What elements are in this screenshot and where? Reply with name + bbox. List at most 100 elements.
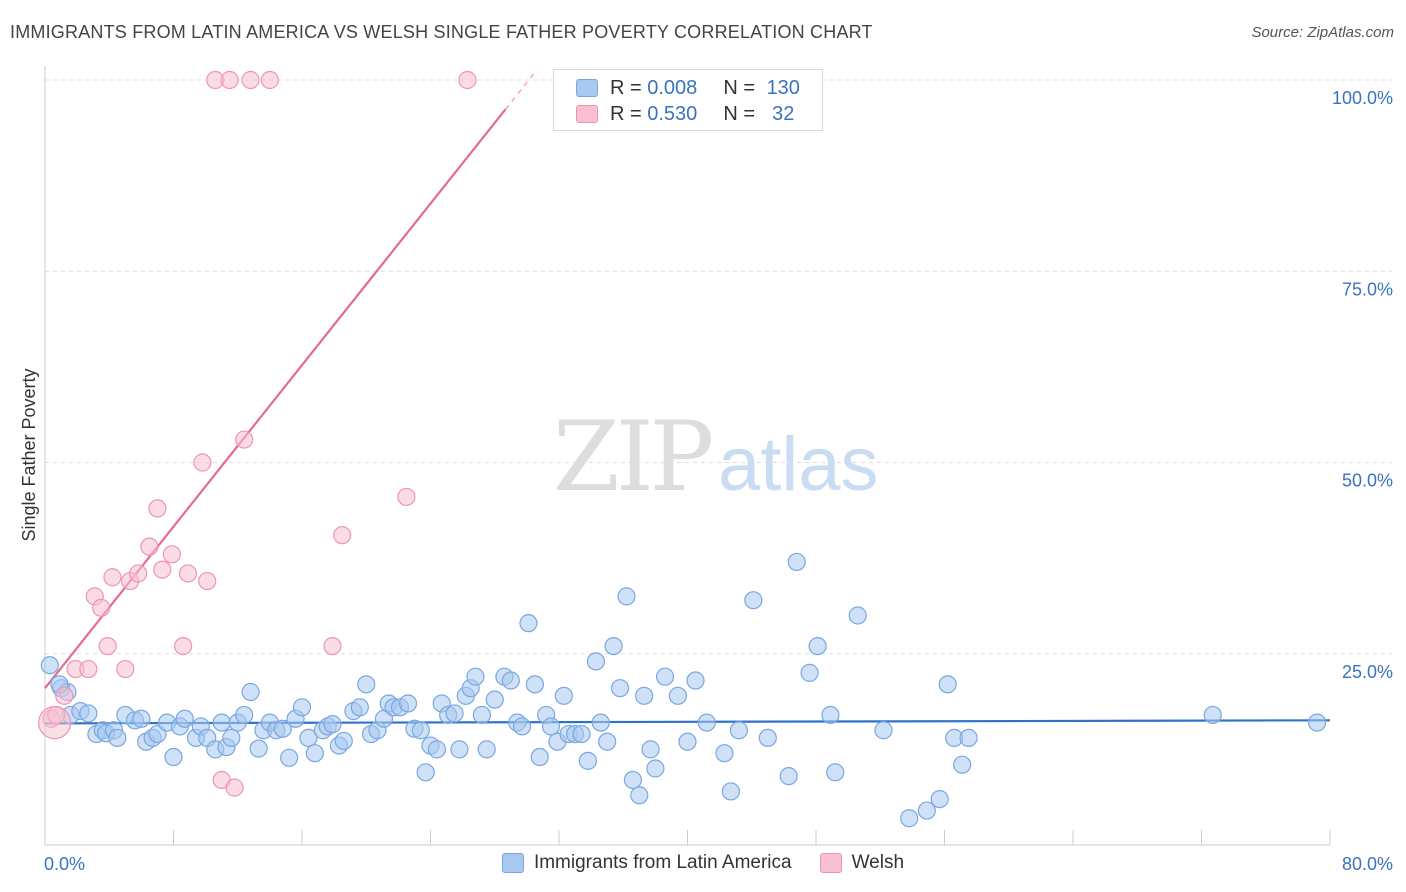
data-point-immigrants <box>758 728 777 748</box>
data-point-immigrants <box>450 740 469 759</box>
data-point-immigrants <box>40 656 59 675</box>
data-point-immigrants <box>477 740 496 759</box>
data-point-immigrants <box>305 744 324 763</box>
data-point-immigrants <box>398 694 418 713</box>
data-point-immigrants <box>1308 713 1327 732</box>
watermark-atlas: atlas <box>718 422 879 507</box>
data-point-immigrants <box>299 728 318 748</box>
y-tick-label: 50.0% <box>1342 471 1393 491</box>
y-tick-label: 100.0% <box>1332 88 1393 108</box>
data-point-welsh <box>198 571 217 591</box>
chart-title: IMMIGRANTS FROM LATIN AMERICA VS WELSH S… <box>10 22 873 42</box>
data-point-welsh <box>103 568 122 587</box>
data-point-welsh <box>79 659 98 679</box>
legend-swatch-pink-icon <box>819 853 842 873</box>
data-point-immigrants <box>108 728 127 748</box>
correlation-legend: R = 0.008 N = 130 R = 0.530 N = 32 <box>553 69 823 131</box>
data-point-immigrants <box>132 709 151 728</box>
data-point-immigrants <box>930 789 949 809</box>
legend-r-label: R = <box>610 102 648 125</box>
trend-layer <box>44 71 1331 725</box>
data-point-welsh <box>225 778 244 797</box>
data-point-welsh <box>55 686 74 705</box>
data-point-immigrants <box>357 675 376 694</box>
data-point-immigrants <box>292 698 312 717</box>
data-point-welsh <box>323 636 342 656</box>
legend-row-welsh: R = 0.530 N = 32 <box>576 101 794 127</box>
data-point-immigrants <box>900 809 919 828</box>
y-axis-label: Single Father Poverty <box>19 368 39 541</box>
data-point-immigrants <box>641 740 660 759</box>
data-point-immigrants <box>350 698 369 717</box>
trendline-welsh-extension <box>504 71 536 110</box>
legend-swatch-blue-icon <box>501 853 524 873</box>
legend-n-value: 130 <box>766 76 800 99</box>
y-tick-label: 25.0% <box>1342 662 1393 682</box>
data-point-immigrants <box>79 704 98 723</box>
series-immigrants-latin-america <box>40 552 1327 828</box>
data-point-welsh <box>333 526 352 545</box>
x-tick-label-min: 0.0% <box>44 854 85 874</box>
data-point-welsh <box>153 560 172 579</box>
data-point-immigrants <box>530 747 549 767</box>
grid-layer <box>45 79 1392 655</box>
data-point-immigrants <box>235 705 254 725</box>
data-point-immigrants <box>808 636 827 656</box>
data-point-immigrants <box>917 801 936 820</box>
data-point-immigrants <box>678 732 697 751</box>
legend-item-welsh[interactable]: Welsh <box>819 852 904 874</box>
data-point-welsh <box>178 564 198 583</box>
data-point-welsh <box>458 70 477 90</box>
data-point-welsh <box>162 545 181 564</box>
data-point-immigrants <box>323 715 342 734</box>
data-point-immigrants <box>175 709 194 728</box>
data-point-welsh <box>235 430 254 449</box>
data-point-immigrants <box>953 755 972 774</box>
data-point-immigrants <box>655 667 675 686</box>
data-point-immigrants <box>1203 705 1222 725</box>
data-point-immigrants <box>512 717 532 736</box>
legend-item-immigrants[interactable]: Immigrants from Latin America <box>501 852 792 874</box>
data-point-immigrants <box>623 770 642 790</box>
data-point-immigrants <box>617 587 636 606</box>
y-tick-label: 75.0% <box>1342 279 1393 299</box>
legend-r-value: 0.008 <box>647 76 698 99</box>
data-point-immigrants <box>466 667 485 686</box>
source-label: Source: ZipAtlas.com <box>1251 24 1394 41</box>
legend-label-immigrants: Immigrants from Latin America <box>533 852 792 873</box>
series-welsh <box>38 70 477 797</box>
data-point-immigrants <box>848 606 867 625</box>
x-tick-label-max: 80.0% <box>1342 854 1393 874</box>
data-point-immigrants <box>630 786 649 805</box>
data-point-welsh <box>98 636 117 656</box>
data-point-welsh <box>241 70 260 90</box>
data-point-immigrants <box>938 675 957 694</box>
data-point-immigrants <box>779 767 798 786</box>
legend-n-label: N = <box>723 76 761 99</box>
data-point-immigrants <box>572 724 591 744</box>
legend-row-immigrants: R = 0.008 N = 130 <box>576 75 800 101</box>
data-point-immigrants <box>686 671 705 690</box>
data-point-welsh <box>116 659 135 679</box>
data-point-welsh <box>193 453 212 472</box>
data-point-immigrants <box>249 739 268 758</box>
data-point-welsh <box>148 499 167 518</box>
legend-n-label: N = <box>723 102 761 125</box>
data-point-immigrants <box>598 732 617 751</box>
data-point-immigrants <box>280 748 299 767</box>
data-point-immigrants <box>427 740 447 759</box>
data-point-welsh <box>260 70 279 90</box>
legend-n-value: 32 <box>766 102 795 125</box>
legend-swatch-pink-icon <box>576 105 598 123</box>
data-point-immigrants <box>485 690 504 709</box>
data-point-immigrants <box>541 717 561 736</box>
data-point-immigrants <box>787 552 806 572</box>
data-point-welsh <box>129 564 148 583</box>
watermark: ZIP atlas <box>553 401 879 513</box>
data-point-immigrants <box>610 679 630 698</box>
data-point-immigrants <box>604 636 623 656</box>
legend-r-value: 0.530 <box>647 102 698 125</box>
data-point-immigrants <box>591 713 610 732</box>
data-point-immigrants <box>959 728 978 748</box>
